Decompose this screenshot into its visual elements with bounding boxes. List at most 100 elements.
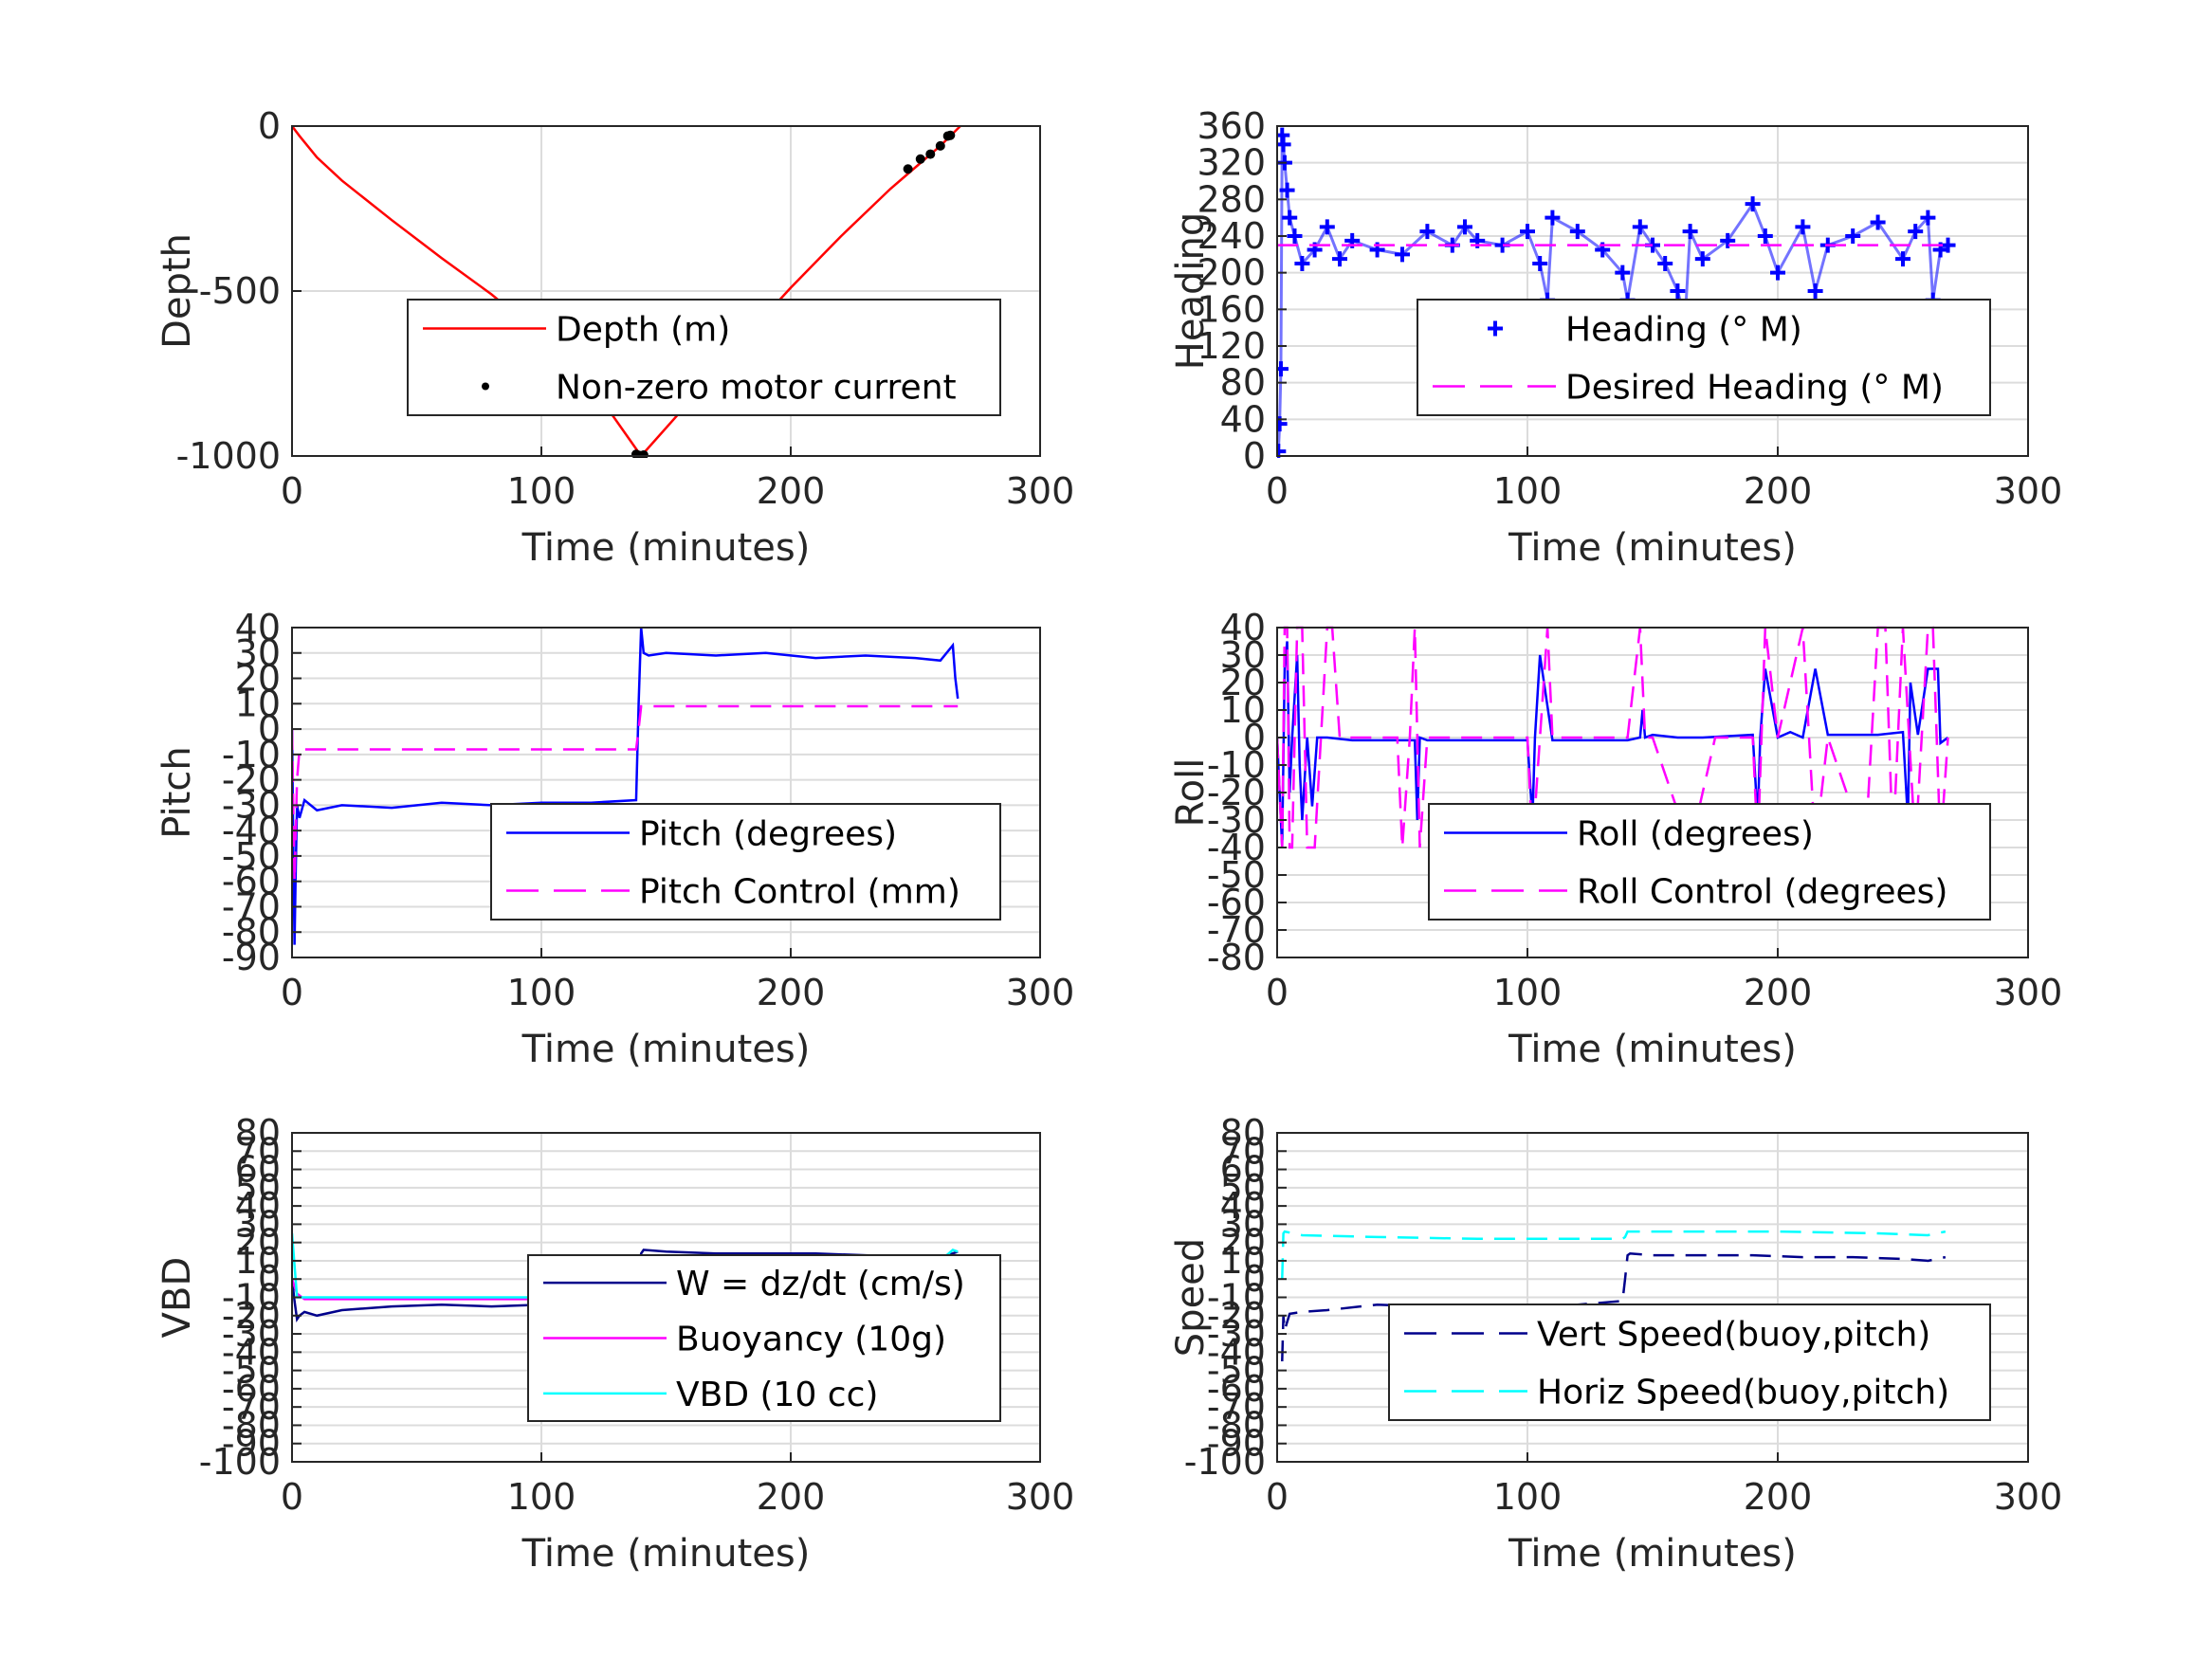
- y-tick-label: -10: [1207, 744, 1266, 786]
- y-tick-label: 360: [1197, 105, 1266, 147]
- series-speed-1-line: [1281, 1230, 1947, 1280]
- y-tick-label: -50: [222, 1350, 281, 1392]
- y-tick-label: 40: [1220, 1185, 1266, 1227]
- x-tick-label: 100: [1493, 972, 1563, 1013]
- y-axis-label: Roll: [1169, 758, 1213, 828]
- y-tick-label: 20: [235, 1222, 281, 1264]
- series-depth-0-line: [292, 125, 961, 458]
- y-tick-label: 60: [1220, 1149, 1266, 1191]
- legend-box: [1428, 803, 1991, 921]
- legend: Vert Speed(buoy,pitch) Horiz Speed(buoy,p…: [1388, 1304, 1991, 1421]
- y-tick-label: 0: [258, 105, 281, 147]
- x-tick-label: 300: [1006, 470, 1075, 512]
- chart-panel-pitch: 0 100 200 300-90-80-70-60-50-40-30-20-10010…: [155, 607, 1074, 1071]
- y-tick-label: -20: [222, 1295, 281, 1337]
- x-tick-label: 300: [1006, 1476, 1075, 1518]
- legend-entry-1-label: Non-zero motor current: [556, 369, 957, 408]
- series-pitch-0-line: [292, 627, 960, 945]
- y-tick-label: -80: [1207, 937, 1266, 978]
- y-tick-label: -60: [1207, 882, 1266, 923]
- y-tick-label: 0: [1243, 717, 1266, 758]
- legend: Depth (m) Non-zero motor current: [407, 299, 1001, 416]
- legend: Roll (degrees) Roll Control (degrees): [1428, 803, 1991, 921]
- y-tick-label: -20: [222, 759, 281, 801]
- y-tick-label: 70: [1220, 1130, 1266, 1172]
- y-tick-label: -100: [199, 1441, 281, 1483]
- x-tick-label: 0: [1266, 470, 1289, 512]
- legend-entry-1-label: Desired Heading (° M): [1565, 369, 1944, 408]
- y-tick-label: -10: [1207, 1277, 1266, 1319]
- y-tick-label: -90: [222, 937, 281, 978]
- y-axis-label: Heading: [1169, 212, 1213, 370]
- legend: Heading (° M) Desired Heading (° M): [1417, 299, 1991, 416]
- y-tick-label: -70: [1207, 1386, 1266, 1428]
- x-axis-label: Time (minutes): [1508, 1028, 1797, 1071]
- legend-entry-1-label: Buoyancy (10g): [676, 1321, 946, 1359]
- y-tick-label: 10: [235, 1240, 281, 1282]
- x-tick-label: 200: [757, 1476, 826, 1518]
- legend-entry-0-label: Depth (m): [556, 311, 730, 350]
- y-tick-label: -70: [222, 885, 281, 927]
- legend: W = dz/dt (cm/s) Buoyancy (10g) VBD (10 cc…: [527, 1254, 1001, 1422]
- y-tick-label: 50: [1220, 1167, 1266, 1209]
- y-tick-label: -40: [1207, 827, 1266, 868]
- x-tick-label: 0: [281, 1476, 303, 1518]
- y-tick-label: 120: [1197, 325, 1266, 367]
- x-tick-label: 200: [1744, 972, 1813, 1013]
- y-tick-label: 20: [1220, 1222, 1266, 1264]
- x-axis-label: Time (minutes): [1508, 1532, 1797, 1576]
- y-tick-label: 10: [1220, 1240, 1266, 1282]
- x-tick-label: 200: [1744, 1476, 1813, 1518]
- y-axis-label: VBD: [155, 1257, 199, 1339]
- legend: Pitch (degrees) Pitch Control (mm): [490, 803, 1001, 921]
- series-depth-1-point: [935, 140, 945, 151]
- y-tick-label: -20: [1207, 772, 1266, 813]
- y-tick-label: 40: [1220, 398, 1266, 440]
- y-tick-label: 40: [235, 1185, 281, 1227]
- plot-area: [1281, 1230, 1947, 1362]
- y-tick-label: -70: [1207, 909, 1266, 951]
- legend-box: [1388, 1304, 1991, 1421]
- y-tick-label: -60: [222, 861, 281, 902]
- legend-box: [1417, 299, 1991, 416]
- x-tick-label: 0: [281, 972, 303, 1013]
- x-tick-label: 300: [1994, 1476, 2063, 1518]
- x-axis-label: Time (minutes): [521, 526, 811, 570]
- y-axis-label: Pitch: [155, 746, 199, 838]
- y-tick-label: -60: [1207, 1368, 1266, 1410]
- x-axis-label: Time (minutes): [521, 1028, 811, 1071]
- y-axis-label: Depth: [155, 233, 199, 349]
- y-tick-label: 200: [1197, 252, 1266, 294]
- y-tick-label: -40: [1207, 1331, 1266, 1373]
- y-tick-label: 0: [1243, 1258, 1266, 1300]
- y-tick-label: 240: [1197, 215, 1266, 257]
- y-tick-label: -40: [222, 810, 281, 851]
- y-tick-label: -80: [222, 911, 281, 953]
- y-tick-label: 50: [235, 1167, 281, 1209]
- series-depth-1-point: [925, 149, 936, 159]
- y-tick-label: 80: [1220, 362, 1266, 404]
- y-tick-label: -10: [222, 734, 281, 775]
- y-tick-label: 30: [1220, 1203, 1266, 1245]
- y-tick-label: 80: [235, 1112, 281, 1154]
- y-tick-label: 10: [235, 683, 281, 724]
- series-roll-0-line: [1277, 641, 1949, 848]
- y-tick-label: 0: [1243, 435, 1266, 477]
- y-tick-label: -80: [222, 1404, 281, 1446]
- legend-entry-0-label: Heading (° M): [1565, 311, 1802, 350]
- series-depth-1-point: [945, 130, 956, 140]
- series-depth-1-point: [915, 154, 925, 164]
- series-depth-1-point: [903, 164, 913, 174]
- y-tick-label: 40: [1220, 607, 1266, 648]
- legend-entry-1-label: Pitch Control (mm): [639, 873, 960, 912]
- axes-box: [291, 627, 1041, 958]
- legend-entry-1-swatch: [482, 382, 489, 391]
- y-tick-label: 0: [258, 708, 281, 750]
- y-tick-label: 30: [235, 632, 281, 674]
- legend-entry-1-label: Roll Control (degrees): [1577, 873, 1947, 912]
- y-tick-label: -500: [199, 270, 281, 312]
- y-tick-label: 160: [1197, 288, 1266, 330]
- y-axis-label: Speed: [1169, 1238, 1213, 1357]
- y-tick-label: -1000: [176, 435, 281, 477]
